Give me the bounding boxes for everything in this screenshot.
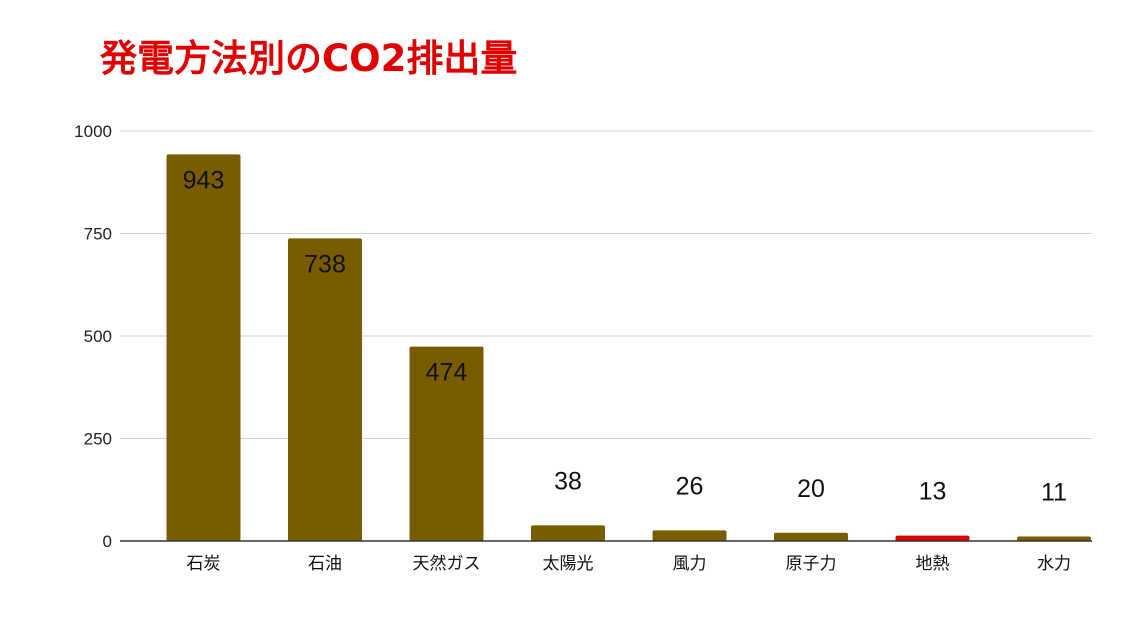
data-labels: 943 738 474 38 26 20 13 11 [183,166,1067,506]
category-label: 天然ガス [413,554,481,574]
bar [1017,536,1091,541]
category-label: 水力 [1037,554,1071,574]
y-tick-label: 1000 [74,122,112,141]
y-tick-label: 0 [103,532,112,551]
category-label: 石炭 [187,554,221,574]
data-label: 20 [797,475,825,503]
data-label: 943 [183,166,225,194]
category-label: 太陽光 [543,554,594,574]
bar [652,530,727,541]
bar [895,535,970,541]
bar [774,532,848,541]
category-label: 原子力 [786,554,837,574]
y-tick-label: 500 [84,327,112,346]
chart-title: 発電方法別のCO2排出量 [100,37,518,80]
bar [531,525,605,541]
category-labels: 石炭 石油 天然ガス 太陽光 風力 原子力 地熱 水力 [187,554,1072,574]
category-label: 地熱 [916,554,950,574]
data-label: 13 [919,478,947,506]
category-label: 石油 [308,554,342,574]
bars [166,154,1091,542]
y-axis-ticks: 0 250 500 750 1000 [74,122,112,551]
y-tick-label: 750 [84,225,112,244]
y-tick-label: 250 [84,430,112,449]
data-label: 26 [676,472,704,500]
data-label: 11 [1041,478,1067,506]
bar [166,154,241,541]
bar [288,238,362,542]
gridlines [120,130,1092,439]
data-label: 738 [304,250,346,278]
data-label: 38 [554,467,582,495]
data-label: 474 [426,359,468,387]
bar [409,346,484,541]
category-label: 風力 [673,554,707,574]
